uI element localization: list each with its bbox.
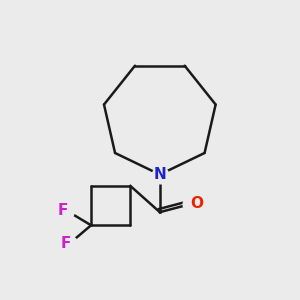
Text: F: F — [61, 236, 71, 251]
Text: N: N — [153, 167, 166, 182]
Text: O: O — [190, 196, 203, 211]
Text: F: F — [57, 203, 68, 218]
